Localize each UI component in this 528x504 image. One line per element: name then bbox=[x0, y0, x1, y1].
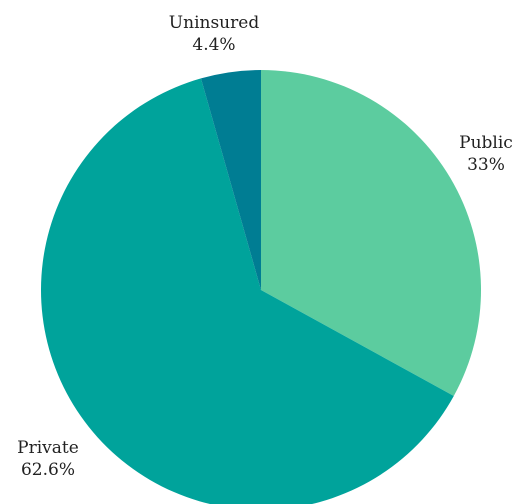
pie-slices bbox=[41, 70, 481, 504]
pie-slice-public bbox=[261, 70, 481, 396]
slice-label-public: Public bbox=[459, 133, 513, 153]
slice-value-uninsured: 4.4% bbox=[192, 35, 235, 55]
slice-value-public: 33% bbox=[467, 155, 505, 175]
pie-slice-private bbox=[41, 78, 454, 504]
pie-slice-uninsured bbox=[200, 70, 261, 290]
slice-value-private: 62.6% bbox=[21, 460, 75, 480]
slice-label-uninsured: Uninsured bbox=[169, 13, 260, 33]
slice-label-private: Private bbox=[17, 438, 79, 458]
